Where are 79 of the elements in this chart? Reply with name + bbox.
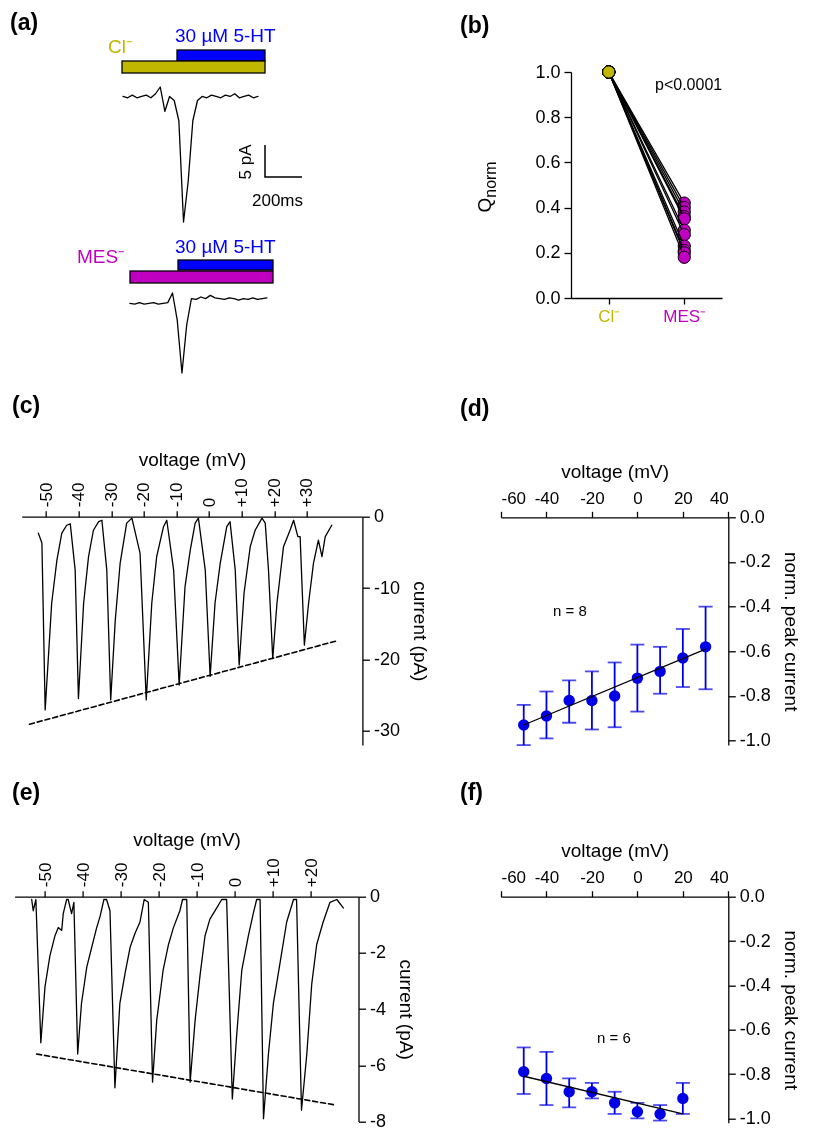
y-axis-title: norm. peak current: [780, 930, 802, 1091]
y-tick-label: 0.2: [535, 242, 561, 263]
y-axis-title: current (pA): [409, 581, 431, 682]
x-tick-label: 0: [633, 488, 643, 508]
y-tick-label: 0.6: [535, 151, 561, 172]
x-tick-label: 40: [709, 868, 729, 888]
annotation: n = 8: [553, 602, 587, 619]
y-axis-title: current (pA): [396, 959, 417, 1060]
x-axis-title: voltage (mV): [561, 840, 669, 862]
y-tick-label: -0.8: [739, 685, 771, 706]
x-axis-title: voltage (mV): [133, 829, 241, 851]
x-tick-label: -40: [534, 488, 560, 508]
x-tick-label: +30: [297, 478, 317, 508]
y-tick-label: -6: [370, 1054, 387, 1075]
y-tick-label: 0.0: [739, 506, 765, 527]
x-tick-label: -20: [149, 862, 169, 888]
x-tick-label: 20: [673, 868, 693, 888]
y-tick-label: -1.0: [739, 1107, 771, 1128]
y-tick-label: 0.0: [535, 287, 561, 308]
chart-title: (d): [460, 395, 490, 421]
y-tick-label: -30: [373, 720, 400, 741]
y-tick-label: -8: [370, 1111, 387, 1131]
x-axis-title: voltage (mV): [138, 449, 247, 471]
annotation: n = 6: [597, 1029, 631, 1046]
y-tick-label: -2: [370, 942, 387, 963]
x-tick-label: -10: [187, 862, 207, 888]
x-tick-label: -20: [580, 488, 605, 508]
annotation: p<0.0001: [655, 76, 723, 93]
y-tick-label: -0.4: [739, 974, 771, 995]
x-tick-label: +20: [264, 478, 284, 508]
y-tick-label: -0.6: [739, 640, 771, 661]
x-tick-label: -40: [73, 862, 93, 888]
y-tick-label: 0: [370, 886, 381, 907]
chart-title: (c): [12, 392, 41, 418]
chart-title: (a): [10, 9, 39, 35]
x-axis-title: voltage (mV): [561, 460, 669, 482]
x-tick-label: 20: [673, 488, 693, 508]
x-tick-label: -20: [580, 868, 605, 888]
x-tick-label: -30: [101, 482, 121, 508]
text: Cl⁻: [108, 36, 132, 57]
x-tick-label: -10: [167, 482, 187, 508]
x-tick-label: 0: [633, 868, 643, 888]
x-tick-label: +20: [301, 858, 321, 888]
x-tick-label: 0: [225, 877, 245, 888]
x-tick-label: -40: [534, 868, 560, 888]
y-tick-label: -0.2: [739, 551, 771, 572]
y-tick-label: 0: [373, 506, 384, 527]
x-tick-label: -20: [134, 482, 154, 508]
x-tick-label: -60: [501, 488, 527, 508]
x-tick-label: -50: [35, 862, 55, 888]
x-tick-label: -60: [501, 868, 527, 888]
text: 30 µM 5-HT: [175, 236, 277, 257]
x-tick-label: -30: [111, 862, 131, 888]
chart-title: (b): [460, 12, 490, 38]
chart-title: (f): [460, 779, 483, 805]
y-tick-label: -0.6: [739, 1019, 771, 1040]
annotation: 200ms: [252, 191, 304, 210]
y-axis-title: norm. peak current: [780, 551, 802, 713]
y-tick-label: 1.0: [535, 61, 561, 82]
y-tick-label: -0.8: [739, 1063, 771, 1084]
y-tick-label: -20: [373, 648, 400, 669]
x-tick-label: +10: [232, 478, 252, 508]
y-tick-label: -0.4: [739, 596, 771, 617]
y-tick-label: -4: [370, 998, 387, 1019]
y-tick-label: -0.2: [739, 930, 771, 951]
x-tick-label: -50: [36, 482, 56, 508]
text: 30 µM 5-HT: [175, 25, 277, 46]
y-tick-label: 0.0: [739, 886, 765, 907]
y-tick-label: -10: [373, 577, 400, 598]
x-tick-label: 40: [709, 488, 729, 508]
text: MES⁻: [77, 246, 125, 267]
y-tick-label: -1.0: [739, 730, 771, 751]
y-tick-label: 0.4: [535, 197, 561, 218]
x-tick-label: 0: [199, 497, 219, 508]
y-tick-label: 0.8: [535, 106, 561, 127]
x-tick-label: -40: [69, 482, 89, 508]
chart-title: (e): [12, 779, 41, 805]
annotation: 5 pA: [236, 143, 255, 180]
x-tick-label: +10: [263, 858, 283, 888]
